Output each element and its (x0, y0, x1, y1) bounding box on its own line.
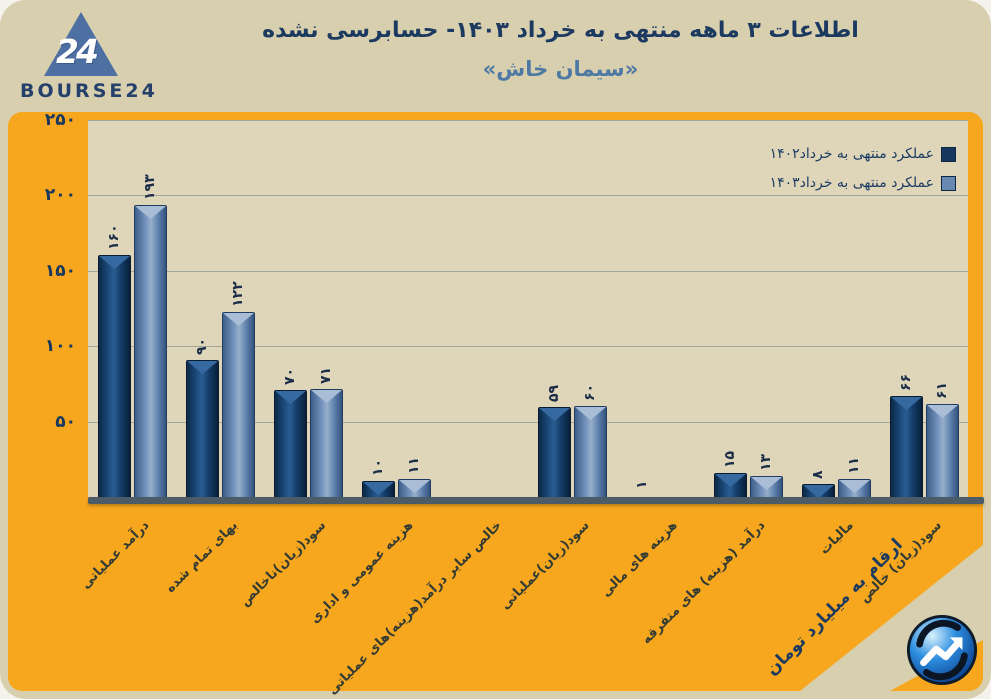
bar-value-label: ۱۰ (369, 458, 386, 476)
y-tick-label: ۲۰۰ (44, 185, 76, 206)
x-category-label: سود(زیان)عملیاتی (497, 518, 593, 613)
gridline (88, 421, 968, 423)
bar-value-label: ۷۱ (317, 366, 334, 384)
bar-value-label: ۹۰ (193, 337, 210, 355)
legend-label: عملکرد منتهی به خرداد۱۴۰۳ (769, 175, 934, 191)
bar (310, 389, 343, 497)
chart-title: اطلاعات ۳ ماهه منتهی به خرداد ۱۴۰۳- حساب… (262, 18, 859, 43)
gridline (88, 195, 968, 197)
x-category-label: هزینه های مالی (598, 518, 681, 601)
bar-value-label: ۶۱ (933, 381, 950, 399)
legend-row: عملکرد منتهی به خرداد۱۴۰۲ (770, 146, 956, 162)
bar (538, 407, 571, 497)
bar-value-label: ۷۰ (281, 367, 298, 385)
gridline (88, 120, 968, 121)
chart-panel: ۱۶۰ ۱۹۳ ۹۰ ۱۲۲ ۷۰ ۷۱ ۱۰ ۱۱ ۵۹ ۶۰ ۱ ۱۵ ۱۳ ۸ ۱۱ ۶۶ ۶۱ عملک… (8, 110, 984, 698)
x-category-label: درآمد عملیاتی (78, 518, 153, 593)
plot-area: ۱۶۰ ۱۹۳ ۹۰ ۱۲۲ ۷۰ ۷۱ ۱۰ ۱۱ ۵۹ ۶۰ ۱ ۱۵ ۱۳ ۸ ۱۱ ۶۶ ۶۱ عملک… (88, 120, 968, 497)
bar (802, 484, 835, 497)
bar-value-label: ۱۱ (405, 456, 422, 474)
bar-value-label: ۵۹ (545, 384, 562, 402)
bar (274, 390, 307, 497)
bourse24-logo: 24 BOURSE24 (18, 6, 155, 106)
bourse24-triangle-icon (44, 12, 118, 76)
bar (398, 479, 431, 497)
bar (362, 481, 395, 497)
y-axis-labels: ۵۰ ۱۰۰ ۱۵۰ ۲۰۰ ۲۵۰ (14, 110, 80, 497)
bar-value-label: ۱۲۲ (229, 281, 246, 307)
bar (98, 255, 131, 497)
y-tick-label: ۲۵۰ (44, 110, 76, 130)
bar (890, 396, 923, 497)
bar-value-label: ۱ (633, 480, 650, 489)
legend: عملکرد منتهی به خرداد۱۴۰۲ عملکرد منتهی به… (770, 146, 956, 204)
bar (186, 360, 219, 497)
header: 24 BOURSE24 اطلاعات ۳ ماهه منتهی به خردا… (0, 0, 991, 112)
bar-value-label: ۸ (809, 470, 826, 479)
bar-value-label: ۶۰ (581, 383, 598, 401)
bar-value-label: ۱۵ (721, 450, 738, 468)
gridline (88, 346, 968, 348)
legend-label: عملکرد منتهی به خرداد۱۴۰۲ (769, 146, 934, 162)
y-tick-label: ۱۰۰ (44, 336, 76, 357)
x-category-label: مالیات (816, 518, 857, 558)
x-category-label: سود(زیان)ناخالص (237, 518, 329, 610)
bar (926, 404, 959, 497)
y-tick-label: ۵۰ (55, 411, 76, 432)
bar-value-label: ۱۳ (757, 453, 774, 471)
y-tick-label: ۱۵۰ (44, 260, 76, 281)
bar (574, 406, 607, 497)
bar-value-label: ۱۶۰ (105, 224, 122, 250)
bourse24-arrow-icon (906, 614, 978, 686)
bar (134, 205, 167, 497)
title-block: اطلاعات ۳ ماهه منتهی به خرداد ۱۴۰۳- حساب… (150, 0, 971, 112)
x-category-label: خالص سایر درآمد(هزینه)های عملیاتی (324, 518, 505, 698)
legend-swatch-icon (941, 146, 956, 162)
gridline (88, 270, 968, 272)
logo-wordmark: BOURSE24 (20, 80, 158, 102)
chart-subtitle: «سیمان خاش» (482, 57, 639, 81)
legend-swatch-icon (941, 175, 956, 191)
bar (222, 312, 255, 497)
bar (714, 473, 747, 497)
legend-row: عملکرد منتهی به خرداد۱۴۰۳ (770, 175, 956, 191)
x-category-label: بهای تمام شده (162, 518, 241, 596)
bar-value-label: ۱۹۳ (141, 174, 158, 200)
bar (750, 476, 783, 497)
x-axis-line (88, 497, 984, 504)
bar-value-label: ۱۱ (845, 456, 862, 474)
logo-number: 24 (56, 32, 99, 71)
bar (838, 479, 871, 497)
bar-value-label: ۶۶ (897, 373, 914, 391)
